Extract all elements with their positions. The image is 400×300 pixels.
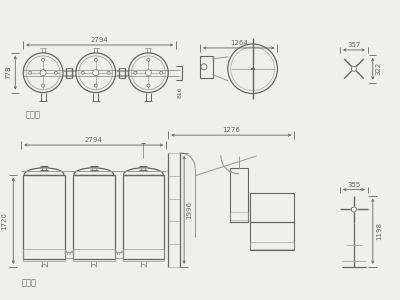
Circle shape: [134, 71, 137, 74]
Bar: [23, 249, 65, 261]
Text: 1276: 1276: [222, 127, 240, 133]
Circle shape: [107, 71, 110, 74]
Bar: [23, 175, 65, 259]
Circle shape: [42, 58, 44, 61]
Text: 2794: 2794: [85, 137, 103, 143]
Text: 357: 357: [347, 42, 361, 48]
Circle shape: [147, 84, 150, 87]
Text: 1264: 1264: [230, 40, 248, 46]
Circle shape: [352, 207, 356, 212]
Bar: [230, 212, 248, 220]
Circle shape: [54, 71, 58, 74]
Text: 1996: 1996: [186, 201, 192, 219]
Text: 1198: 1198: [376, 222, 382, 240]
Bar: [200, 56, 213, 78]
Bar: [250, 193, 294, 222]
Bar: [73, 249, 114, 261]
Circle shape: [40, 70, 46, 76]
Bar: [250, 222, 294, 250]
Text: 816: 816: [178, 87, 183, 98]
Bar: [230, 168, 248, 222]
Circle shape: [81, 71, 84, 74]
Circle shape: [93, 70, 99, 76]
Text: 355: 355: [347, 182, 360, 188]
Circle shape: [147, 58, 150, 61]
Bar: [122, 175, 164, 259]
Text: 正视图: 正视图: [21, 279, 36, 288]
Circle shape: [352, 66, 356, 71]
Bar: [250, 242, 294, 249]
Circle shape: [94, 58, 97, 61]
Circle shape: [42, 84, 44, 87]
Bar: [73, 175, 114, 259]
Text: 322: 322: [376, 62, 382, 75]
Text: 1720: 1720: [1, 212, 7, 230]
Text: 778: 778: [5, 66, 11, 80]
Bar: [122, 249, 164, 261]
Text: 俧视图: 俧视图: [25, 110, 40, 119]
Text: 2794: 2794: [91, 37, 108, 43]
Circle shape: [29, 71, 32, 74]
Circle shape: [160, 71, 163, 74]
Circle shape: [94, 84, 97, 87]
Circle shape: [145, 70, 151, 76]
